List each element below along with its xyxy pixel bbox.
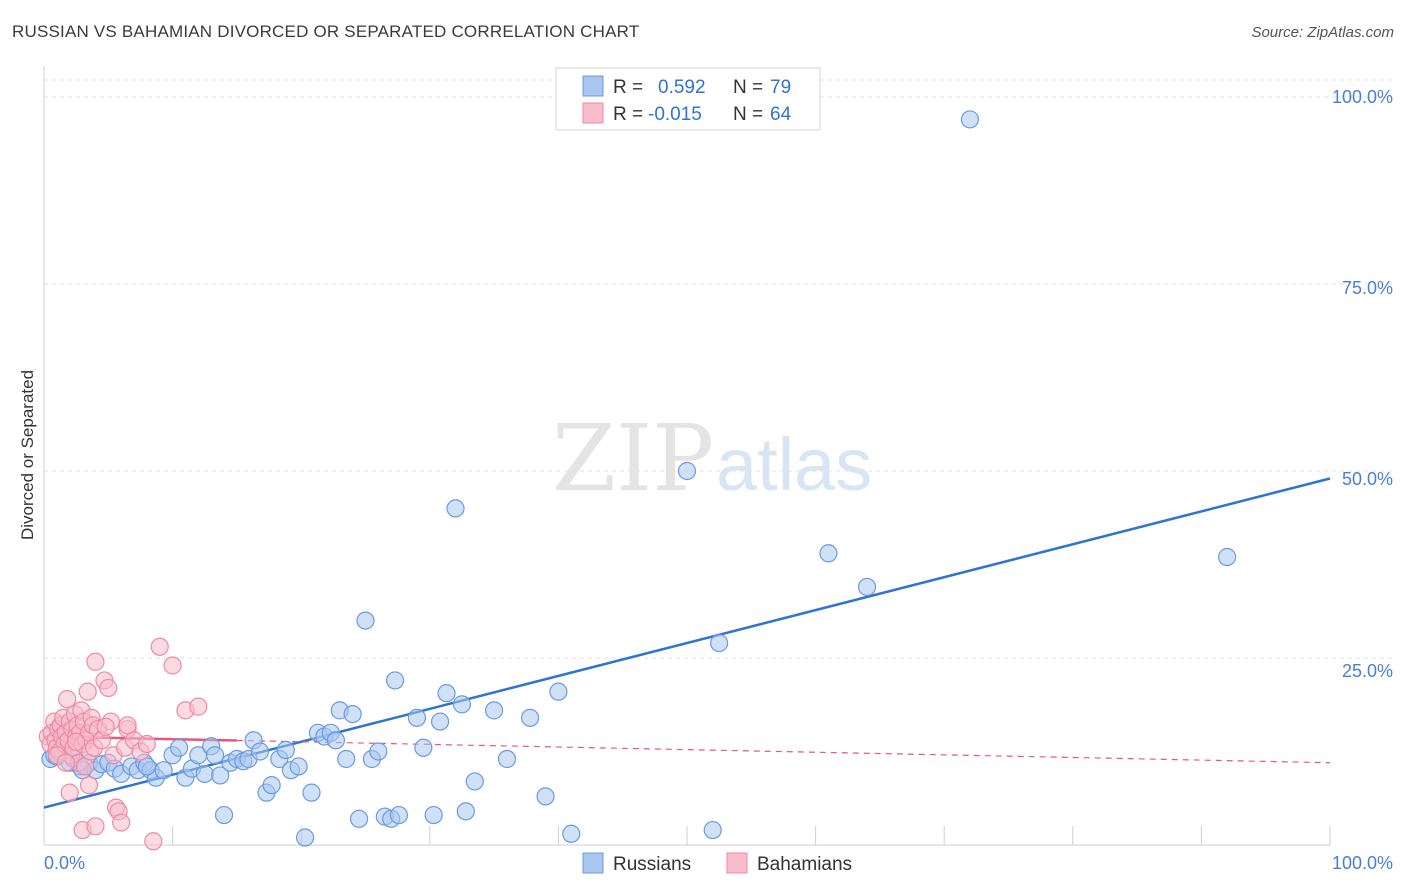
- bottom-legend: Russians Bahamians: [582, 852, 852, 875]
- point-bahamians: [112, 813, 131, 832]
- grid-layer: [44, 79, 1395, 659]
- point-bahamians: [67, 732, 86, 751]
- legend-n-value-bahamians: 64: [770, 104, 792, 125]
- point-bahamians: [163, 656, 182, 675]
- legend-r-label-bahamians: R =: [613, 104, 643, 125]
- point-russians: [521, 708, 540, 727]
- point-bahamians: [86, 817, 105, 836]
- point-russians: [446, 499, 465, 518]
- point-bahamians: [150, 637, 169, 656]
- point-russians: [497, 749, 517, 769]
- point-russians: [343, 704, 362, 724]
- point-russians: [485, 701, 504, 720]
- point-russians: [137, 757, 156, 776]
- watermark-atlas: atlas: [716, 423, 872, 506]
- point-russians: [549, 682, 568, 701]
- point-russians: [289, 757, 308, 776]
- legend-swatch-bahamians: [582, 102, 604, 124]
- trend-line-bahamians-dashed: [236, 739, 1331, 764]
- points-layer: [38, 110, 1237, 851]
- legend-n-label-russians: N =: [733, 77, 763, 98]
- point-russians: [456, 802, 475, 821]
- y-axis-label: Divorced or Separated: [18, 370, 37, 540]
- y-tick-label-100: 100.0%: [1332, 87, 1393, 107]
- bottom-legend-label-bahamians: Bahamians: [757, 854, 852, 875]
- point-russians: [424, 805, 443, 825]
- point-russians: [414, 738, 433, 757]
- point-russians: [295, 828, 315, 847]
- point-bahamians: [78, 682, 97, 701]
- point-russians: [819, 544, 838, 563]
- point-russians: [302, 783, 321, 802]
- point-russians: [1218, 547, 1237, 567]
- point-bahamians: [189, 697, 208, 716]
- point-russians: [369, 742, 388, 761]
- x-tick-label-max: 100.0%: [1332, 853, 1393, 873]
- point-russians: [465, 772, 484, 791]
- point-russians: [326, 731, 346, 750]
- point-bahamians: [86, 652, 105, 671]
- point-russians: [385, 671, 405, 690]
- bottom-legend-label-russians: Russians: [613, 854, 691, 875]
- point-bahamians: [60, 783, 79, 802]
- x-tick-label-min: 0.0%: [44, 853, 85, 873]
- point-russians: [169, 738, 189, 757]
- point-russians: [262, 776, 281, 795]
- point-russians: [205, 746, 225, 765]
- point-bahamians: [56, 753, 75, 772]
- point-russians: [250, 742, 270, 761]
- y-tick-label-50: 50.0%: [1342, 469, 1393, 489]
- point-bahamians: [96, 717, 115, 736]
- point-russians: [710, 633, 729, 653]
- point-russians: [536, 787, 555, 806]
- point-russians: [154, 761, 173, 780]
- point-russians: [437, 684, 456, 703]
- point-russians: [960, 110, 980, 129]
- y-tick-label-75: 75.0%: [1342, 278, 1393, 298]
- point-russians: [349, 809, 369, 828]
- point-bahamians: [79, 776, 99, 795]
- chart-source: Source: ZipAtlas.com: [1251, 24, 1394, 41]
- point-russians: [214, 805, 234, 825]
- point-russians: [389, 805, 409, 825]
- point-russians: [452, 695, 472, 714]
- point-bahamians: [144, 832, 163, 851]
- point-russians: [276, 740, 295, 760]
- point-russians: [337, 749, 356, 769]
- point-russians: [356, 611, 375, 630]
- axes-layer: [43, 66, 1331, 846]
- legend-r-value-russians: 0.592: [658, 77, 706, 98]
- legend-n-label-bahamians: N =: [733, 104, 763, 125]
- point-russians: [857, 577, 877, 597]
- legend-swatch-russians: [582, 75, 604, 97]
- bottom-legend-swatch-bahamians: [726, 852, 748, 874]
- y-tick-label-25: 25.0%: [1342, 661, 1393, 681]
- legend-box: R = 0.592 N = 79 R = -0.015 N = 64: [555, 67, 821, 131]
- point-bahamians: [58, 690, 77, 709]
- legend-r-value-bahamians: -0.015: [648, 104, 702, 125]
- point-russians: [562, 824, 581, 843]
- point-russians: [211, 766, 230, 785]
- point-russians: [407, 708, 427, 727]
- chart-title: RUSSIAN VS BAHAMIAN DIVORCED OR SEPARATE…: [12, 22, 640, 41]
- legend-r-label-russians: R =: [613, 77, 643, 98]
- point-bahamians: [118, 716, 137, 735]
- bottom-legend-swatch-russians: [582, 852, 604, 874]
- watermark-zip: ZIP: [552, 405, 714, 512]
- point-bahamians: [137, 734, 156, 754]
- point-russians: [677, 461, 697, 481]
- point-russians: [430, 712, 450, 731]
- point-bahamians: [99, 678, 118, 698]
- point-russians: [195, 764, 214, 784]
- point-russians: [703, 820, 722, 840]
- legend-n-value-russians: 79: [770, 77, 791, 98]
